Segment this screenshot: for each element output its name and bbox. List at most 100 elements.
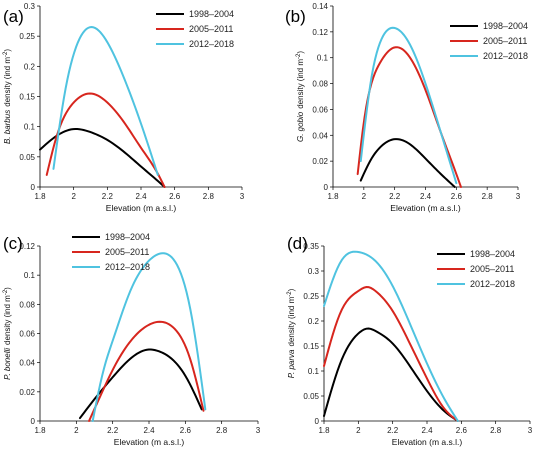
legend-entry: 2005–2011	[105, 247, 149, 257]
y-tick-label: 0.1	[24, 123, 36, 132]
y-tick-label: 0.08	[19, 300, 35, 309]
y-tick-label: 0.02	[19, 388, 35, 397]
y-tick-label: 0.15	[19, 93, 35, 102]
series-line-1	[323, 327, 459, 422]
legend-entry: 1998–2004	[483, 21, 528, 31]
y-tick-label: 0.1	[24, 271, 36, 280]
x-axis-label: Elevation (m a.s.l.)	[106, 203, 177, 213]
y-tick-label: 0	[31, 417, 36, 426]
panel-label: (a)	[3, 7, 24, 26]
y-tick-label: 0.05	[303, 392, 319, 401]
x-tick-label: 2.8	[482, 192, 494, 201]
y-axis-label: P. bonelli density (ind m-2)	[3, 287, 12, 380]
y-axis-label-superscript: -2	[296, 53, 302, 59]
x-tick-label: 3	[528, 426, 533, 435]
legend-entry: 1998–2004	[470, 249, 515, 259]
y-tick-label: 0.35	[303, 242, 319, 251]
legend-entry: 1998–2004	[105, 232, 150, 242]
y-axis-label-close: )	[3, 287, 12, 290]
y-tick-label: 0.04	[312, 131, 328, 140]
y-tick-label: 0.3	[308, 267, 320, 276]
x-tick-label: 1.8	[318, 426, 330, 435]
x-tick-label: 2.2	[387, 426, 399, 435]
y-axis-label-text: density (ind m	[3, 57, 12, 107]
x-tick-label: 2.6	[180, 426, 192, 435]
y-axis-label-species: G. gobio	[296, 111, 305, 142]
x-tick-label: 2	[74, 426, 79, 435]
y-axis-label-species: B. barbus	[3, 110, 12, 144]
panel-label: (d)	[287, 234, 308, 253]
y-axis-label-close: )	[287, 288, 296, 291]
legend-entry: 2012–2018	[189, 39, 234, 49]
chart-panel-4: 1.8 2 2.2 2.4 2.6 2.8 3 0 0.05 0.1 0.15 0.2 0.25 0.3 0…	[287, 234, 533, 447]
y-tick-label: 0.06	[19, 330, 35, 339]
x-tick-label: 2	[362, 192, 367, 201]
y-axis-label-superscript: -2	[287, 291, 293, 297]
x-tick-label: 2.6	[451, 192, 463, 201]
x-tick-label: 2.6	[169, 192, 181, 201]
x-tick-label: 2.2	[107, 426, 119, 435]
series-line-2	[323, 286, 459, 422]
legend-entry: 2012–2018	[105, 262, 150, 272]
x-tick-label: 2.4	[135, 192, 147, 201]
x-tick-label: 2.4	[421, 426, 433, 435]
y-tick-label: 0.12	[19, 242, 35, 251]
y-tick-label: 0.3	[24, 2, 36, 11]
legend-entry: 1998–2004	[189, 9, 234, 19]
y-axis-label-superscript: -2	[3, 289, 9, 295]
legend-entry: 2005–2011	[483, 36, 527, 46]
y-tick-label: 0.2	[24, 62, 36, 71]
y-tick-label: 0	[324, 183, 329, 192]
y-tick-label: 0.2	[308, 317, 320, 326]
series-line-1	[359, 138, 456, 188]
y-tick-label: 0.1	[317, 54, 329, 63]
panel-label: (b)	[285, 7, 306, 26]
x-tick-label: 2.8	[203, 192, 215, 201]
series-line-3	[91, 252, 207, 422]
x-tick-label: 3	[240, 192, 245, 201]
x-tick-label: 3	[516, 192, 521, 201]
series-line-2	[45, 92, 166, 188]
y-axis-label: B. barbus density (ind m-2)	[3, 49, 12, 144]
legend: 1998–2004 2005–2011 2012–2018	[156, 9, 234, 49]
chart-panel-1: 1.8 2 2.2 2.4 2.6 2.8 3 0 0.05 0.1 0.15 0.2 0.25 0.3 E…	[3, 2, 245, 213]
x-tick-label: 2.8	[216, 426, 228, 435]
series-line-1	[78, 348, 203, 420]
legend: 1998–2004 2005–2011 2012–2018	[450, 21, 528, 61]
legend-entry: 2012–2018	[470, 279, 515, 289]
panel-label: (c)	[3, 234, 23, 253]
chart-panel-3: 1.8 2 2.2 2.4 2.6 2.8 3 0 0.02 0.04 0.06 0.08 0.1 0.1…	[3, 232, 261, 447]
series-line-3	[52, 26, 159, 176]
x-tick-label: 2.6	[456, 426, 468, 435]
y-tick-label: 0.06	[312, 105, 328, 114]
series-line-1	[39, 127, 166, 188]
y-tick-label: 0.25	[19, 32, 35, 41]
y-axis-label-species: P. parva	[287, 349, 296, 378]
x-tick-label: 2	[71, 192, 76, 201]
y-tick-label: 0	[315, 417, 320, 426]
y-axis-label-text: density (ind m	[296, 59, 305, 109]
y-tick-label: 0.08	[312, 80, 328, 89]
x-tick-label: 2.4	[420, 192, 432, 201]
x-tick-label: 3	[256, 426, 261, 435]
y-axis-label-species: P. bonelli	[3, 348, 12, 380]
legend-entry: 2005–2011	[470, 264, 514, 274]
legend: 1998–2004 2005–2011 2012–2018	[72, 232, 150, 272]
y-axis-label: P. parva density (ind m-2)	[287, 288, 296, 378]
x-tick-label: 1.8	[327, 192, 339, 201]
y-tick-label: 0.1	[308, 367, 320, 376]
y-tick-label: 0.02	[312, 157, 328, 166]
y-tick-label: 0.25	[303, 292, 319, 301]
legend: 1998–2004 2005–2011 2012–2018	[437, 249, 515, 289]
x-axis-label: Elevation (m a.s.l.)	[114, 437, 185, 447]
legend-entry: 2012–2018	[483, 51, 528, 61]
x-axis-label: Elevation (m a.s.l.)	[392, 437, 463, 447]
y-axis-label-text: density (ind m	[287, 296, 296, 346]
y-tick-label: 0	[31, 183, 36, 192]
y-tick-label: 0.04	[19, 359, 35, 368]
y-axis-label-close: )	[3, 49, 12, 52]
x-tick-label: 2.2	[102, 192, 114, 201]
y-axis-label-close: )	[296, 51, 305, 54]
y-tick-label: 0.12	[312, 28, 328, 37]
